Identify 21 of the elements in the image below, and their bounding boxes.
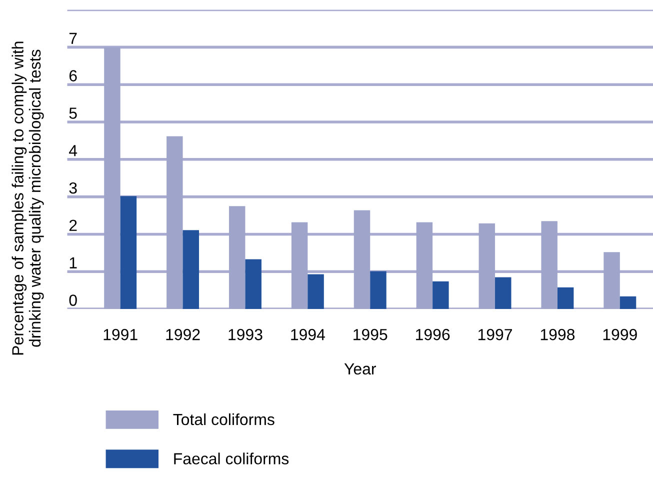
x-tick-label: 1992 bbox=[166, 328, 200, 340]
legend-label: Total coliforms bbox=[173, 413, 274, 426]
y-tick-label: 7 bbox=[69, 32, 77, 44]
x-tick-label: 1997 bbox=[478, 328, 512, 340]
y-tick-label: 6 bbox=[69, 70, 77, 82]
x-tick-label: 1998 bbox=[540, 328, 575, 340]
x-tick-label: 1995 bbox=[354, 328, 388, 340]
legend-label: Faecal coliforms bbox=[174, 452, 289, 464]
x-tick-label: 1993 bbox=[228, 328, 262, 340]
y-tick-label: 3 bbox=[69, 182, 77, 194]
x-axis-title: Year bbox=[344, 363, 376, 375]
y-tick-label: 5 bbox=[69, 108, 77, 119]
x-tick-label: 1991 bbox=[104, 328, 138, 340]
x-tick-label: 1994 bbox=[291, 328, 325, 340]
y-tick-label: 2 bbox=[69, 220, 77, 231]
y-tick-label: 0 bbox=[69, 294, 77, 306]
x-tick-label: 1999 bbox=[603, 328, 637, 340]
y-axis-title: Percentage of samples failing to comply with drinking water quality microbiological tests bbox=[12, 42, 44, 355]
x-tick-label: 1996 bbox=[416, 328, 450, 340]
y-tick-label: 1 bbox=[70, 257, 77, 268]
y-tick-label: 4 bbox=[69, 145, 78, 156]
